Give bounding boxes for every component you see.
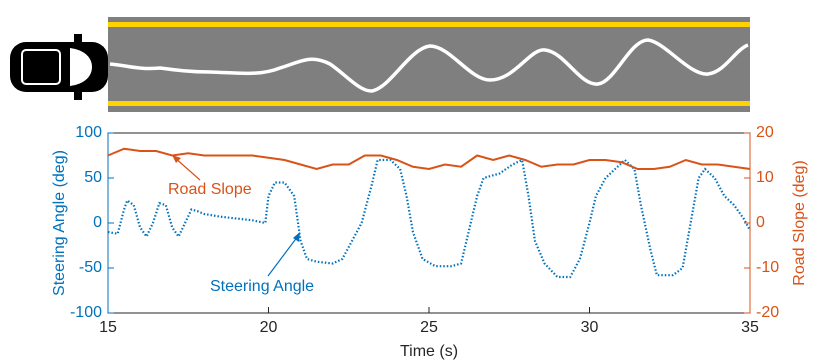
y2-axis-label: Road Slope (deg) [791,160,808,285]
lane-line [108,101,750,106]
series-line [107,158,751,279]
annotation-arrowhead [293,232,300,242]
x-tick-label: 25 [420,319,438,336]
x-axis-label: Time (s) [400,343,458,360]
y-tick-label: 100 [75,124,102,141]
x-tick-label: 15 [99,319,117,336]
car-roof [21,49,61,85]
series-line [107,147,751,171]
lane-line [108,22,750,27]
y-tick-label: -50 [79,259,102,276]
y2-tick-label: 10 [756,169,774,186]
x-tick-label: 20 [260,319,278,336]
trajectory [109,38,749,93]
y2-tick-label: 20 [756,124,774,141]
x-tick-label: 35 [741,319,759,336]
plot-frame [107,132,751,314]
y2-tick-label: -20 [756,304,779,321]
annotation-text: Road Slope [168,181,252,198]
road-illustration [108,17,750,112]
y-tick-label: 0 [93,214,102,231]
x-tick-label: 30 [581,319,599,336]
car-icon [10,34,108,100]
car-mirror [74,34,82,44]
car-windshield [70,48,92,86]
y-tick-label: -100 [70,304,102,321]
y2-tick-label: 0 [756,214,765,231]
annotation-text: Steering Angle [210,278,314,295]
y-tick-label: 50 [84,169,102,186]
y2-tick-label: -10 [756,259,779,276]
annotation-arrow [267,235,299,277]
annotation-arrowhead [172,155,181,163]
car-mirror [74,90,82,100]
y-axis-label: Steering Angle (deg) [51,150,68,296]
annotation-arrow [173,156,201,181]
road [108,17,750,112]
